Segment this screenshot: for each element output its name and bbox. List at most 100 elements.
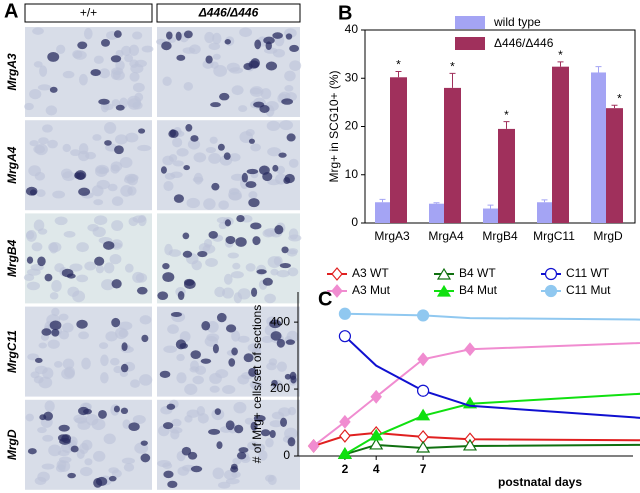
cell (110, 161, 123, 172)
cell (230, 173, 245, 181)
column-header-box (24, 3, 153, 23)
stained-cell (103, 241, 115, 250)
significance-mark: * (504, 108, 509, 122)
cell (248, 191, 258, 199)
cell (51, 307, 60, 317)
cell (232, 457, 242, 465)
cell (258, 450, 268, 461)
cell (205, 147, 217, 154)
cell (26, 229, 37, 242)
cell (93, 55, 104, 64)
cell (48, 242, 62, 253)
cell (245, 129, 255, 137)
cell (23, 273, 35, 282)
cell (74, 417, 88, 424)
cell (222, 287, 234, 299)
stained-cell (120, 363, 129, 373)
cell (267, 147, 282, 157)
cell (270, 268, 279, 276)
cell (203, 198, 216, 210)
stained-cell (140, 440, 148, 446)
stained-cell (252, 236, 261, 246)
stained-cell (76, 319, 88, 329)
cell (172, 160, 184, 167)
series-line (344, 312, 640, 321)
legend-label: B4 Mut (459, 283, 498, 297)
cell (264, 474, 275, 482)
cell (212, 467, 224, 480)
x-tick-label: MrgB4 (482, 229, 518, 243)
error-bar (557, 61, 564, 67)
cell (98, 342, 109, 349)
stained-cell (170, 312, 183, 318)
cell (137, 144, 152, 152)
cell (27, 353, 39, 361)
stained-cell (208, 231, 218, 239)
stained-cell (243, 353, 254, 363)
marker (544, 267, 558, 281)
stained-cell (225, 324, 237, 333)
cell (251, 380, 263, 391)
stained-cell (250, 58, 260, 68)
stained-cell (235, 237, 247, 247)
marker (307, 439, 320, 453)
column-header-box (156, 3, 301, 23)
cell (232, 262, 241, 270)
cell (33, 145, 45, 154)
stained-cell (286, 133, 296, 142)
stained-cell (111, 279, 122, 289)
cell (72, 49, 83, 59)
stained-cell (238, 447, 249, 453)
cell (31, 242, 43, 252)
cell (69, 263, 83, 272)
stained-cell (190, 465, 203, 473)
stained-cell (212, 343, 219, 354)
cell (288, 228, 299, 240)
stained-cell (208, 428, 221, 435)
cell (111, 196, 124, 207)
cell (164, 172, 176, 180)
cell (59, 330, 70, 340)
cell (129, 59, 139, 68)
stained-cell (216, 312, 227, 323)
stained-cell (271, 379, 278, 387)
stained-cell (262, 277, 273, 286)
bar (375, 202, 390, 223)
cell (168, 249, 182, 257)
stained-cell (201, 320, 211, 331)
stained-cell (78, 187, 91, 196)
cell (276, 269, 290, 278)
cell (93, 199, 104, 206)
cell (176, 372, 187, 384)
cell (110, 357, 120, 366)
cell (193, 172, 203, 185)
marker (369, 437, 384, 450)
cell (192, 375, 204, 385)
cell (78, 331, 90, 340)
stained-cell (246, 168, 259, 175)
cell (78, 73, 88, 86)
y-axis-label: Mrg+ in SCG10+ (%) (327, 70, 341, 182)
cell (193, 152, 207, 163)
stained-cell (120, 407, 129, 414)
error-bar (503, 121, 510, 129)
cell (222, 385, 236, 395)
stained-cell (190, 350, 201, 360)
stained-cell (160, 166, 167, 174)
cell (163, 180, 174, 192)
stained-cell (250, 222, 262, 230)
cell (197, 413, 209, 424)
x-tick-label: 7 (420, 462, 427, 476)
cell (36, 189, 46, 198)
cell (45, 105, 58, 116)
stained-cell (177, 291, 185, 301)
stained-cell (26, 256, 34, 264)
cell (137, 214, 147, 227)
stained-cell (200, 358, 212, 364)
cell (93, 215, 108, 226)
stained-cell (223, 152, 231, 160)
stained-cell (34, 357, 43, 363)
cell (52, 190, 66, 199)
panel-label: A (4, 0, 18, 22)
stained-cell (274, 225, 284, 235)
